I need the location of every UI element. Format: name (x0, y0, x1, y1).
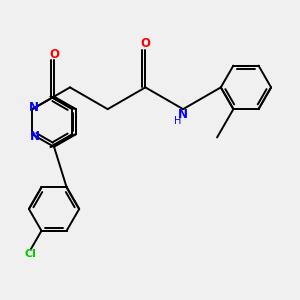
Text: Cl: Cl (25, 249, 37, 259)
Text: N: N (29, 130, 39, 142)
Text: O: O (49, 48, 59, 61)
Text: H: H (174, 116, 181, 126)
Text: N: N (29, 101, 39, 114)
Text: N: N (178, 108, 188, 121)
Text: O: O (140, 37, 150, 50)
